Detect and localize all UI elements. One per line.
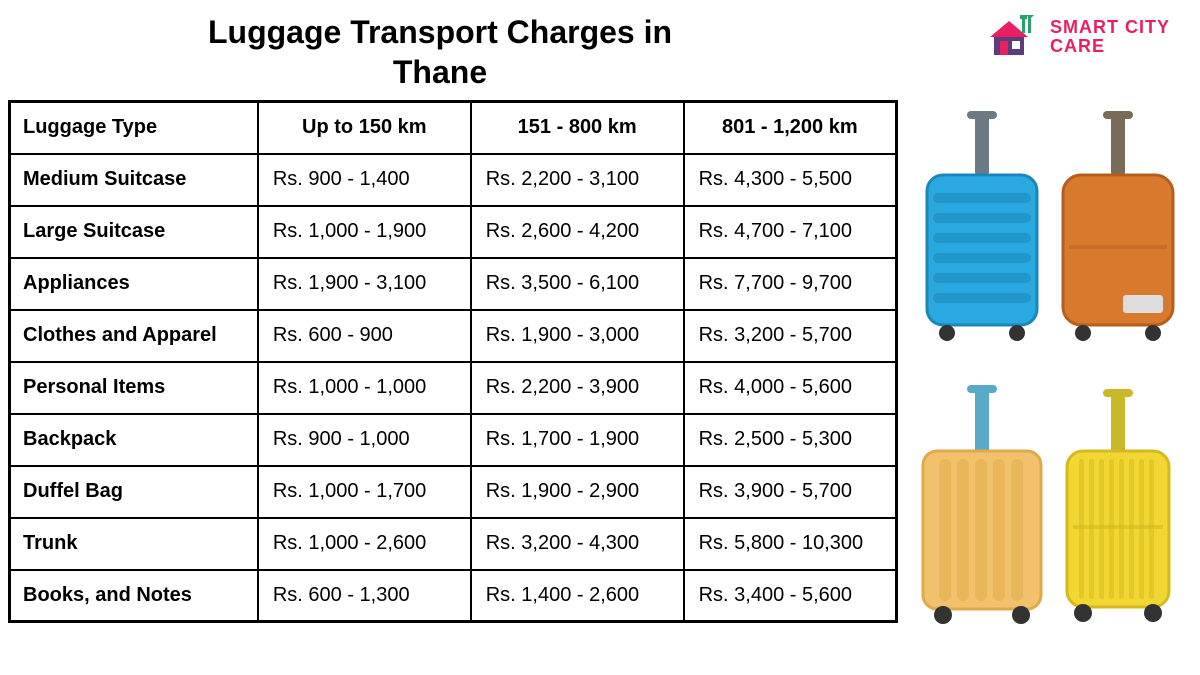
- suitcase-icon: [1053, 105, 1183, 345]
- charges-table-wrapper: Luggage Type Up to 150 km 151 - 800 km 8…: [8, 100, 898, 623]
- price-cell: Rs. 3,200 - 5,700: [684, 310, 897, 362]
- col-header-801-1200km: 801 - 1,200 km: [684, 102, 897, 154]
- row-label: Large Suitcase: [10, 206, 258, 258]
- price-cell: Rs. 3,400 - 5,600: [684, 570, 897, 622]
- col-header-151-800km: 151 - 800 km: [471, 102, 684, 154]
- table-row: Large SuitcaseRs. 1,000 - 1,900Rs. 2,600…: [10, 206, 897, 258]
- col-header-upto-150km: Up to 150 km: [258, 102, 471, 154]
- price-cell: Rs. 2,200 - 3,100: [471, 154, 684, 206]
- price-cell: Rs. 4,000 - 5,600: [684, 362, 897, 414]
- brand-text: SMART CITY CARE: [1050, 18, 1170, 56]
- row-label: Duffel Bag: [10, 466, 258, 518]
- price-cell: Rs. 1,900 - 3,100: [258, 258, 471, 310]
- price-cell: Rs. 1,000 - 2,600: [258, 518, 471, 570]
- price-cell: Rs. 4,700 - 7,100: [684, 206, 897, 258]
- table-row: Clothes and ApparelRs. 600 - 900Rs. 1,90…: [10, 310, 897, 362]
- price-cell: Rs. 2,500 - 5,300: [684, 414, 897, 466]
- suitcase-illustrations: [910, 105, 1190, 625]
- price-cell: Rs. 3,900 - 5,700: [684, 466, 897, 518]
- price-cell: Rs. 4,300 - 5,500: [684, 154, 897, 206]
- row-label: Trunk: [10, 518, 258, 570]
- row-label: Backpack: [10, 414, 258, 466]
- price-cell: Rs. 3,500 - 6,100: [471, 258, 684, 310]
- table-row: Medium SuitcaseRs. 900 - 1,400Rs. 2,200 …: [10, 154, 897, 206]
- charges-table: Luggage Type Up to 150 km 151 - 800 km 8…: [8, 100, 898, 623]
- row-label: Appliances: [10, 258, 258, 310]
- table-row: Duffel BagRs. 1,000 - 1,700Rs. 1,900 - 2…: [10, 466, 897, 518]
- page-title: Luggage Transport Charges in Thane: [170, 12, 710, 92]
- row-label: Books, and Notes: [10, 570, 258, 622]
- table-header-row: Luggage Type Up to 150 km 151 - 800 km 8…: [10, 102, 897, 154]
- price-cell: Rs. 900 - 1,400: [258, 154, 471, 206]
- suitcase-icon: [1053, 385, 1183, 625]
- price-cell: Rs. 1,000 - 1,900: [258, 206, 471, 258]
- brand-line1: SMART CITY: [1050, 18, 1170, 37]
- price-cell: Rs. 900 - 1,000: [258, 414, 471, 466]
- price-cell: Rs. 7,700 - 9,700: [684, 258, 897, 310]
- price-cell: Rs. 1,900 - 3,000: [471, 310, 684, 362]
- price-cell: Rs. 1,700 - 1,900: [471, 414, 684, 466]
- row-label: Medium Suitcase: [10, 154, 258, 206]
- price-cell: Rs. 2,600 - 4,200: [471, 206, 684, 258]
- price-cell: Rs. 2,200 - 3,900: [471, 362, 684, 414]
- brand-logo: SMART CITY CARE: [986, 15, 1170, 59]
- row-label: Personal Items: [10, 362, 258, 414]
- price-cell: Rs. 600 - 1,300: [258, 570, 471, 622]
- price-cell: Rs. 3,200 - 4,300: [471, 518, 684, 570]
- price-cell: Rs. 1,400 - 2,600: [471, 570, 684, 622]
- table-row: Personal ItemsRs. 1,000 - 1,000Rs. 2,200…: [10, 362, 897, 414]
- row-label: Clothes and Apparel: [10, 310, 258, 362]
- table-row: AppliancesRs. 1,900 - 3,100Rs. 3,500 - 6…: [10, 258, 897, 310]
- house-tools-icon: [986, 15, 1042, 59]
- price-cell: Rs. 1,900 - 2,900: [471, 466, 684, 518]
- price-cell: Rs. 600 - 900: [258, 310, 471, 362]
- price-cell: Rs. 5,800 - 10,300: [684, 518, 897, 570]
- suitcase-icon: [917, 105, 1047, 345]
- table-row: BackpackRs. 900 - 1,000Rs. 1,700 - 1,900…: [10, 414, 897, 466]
- suitcase-icon: [917, 385, 1047, 625]
- price-cell: Rs. 1,000 - 1,000: [258, 362, 471, 414]
- table-row: TrunkRs. 1,000 - 2,600Rs. 3,200 - 4,300R…: [10, 518, 897, 570]
- col-header-luggage-type: Luggage Type: [10, 102, 258, 154]
- brand-line2: CARE: [1050, 37, 1170, 56]
- table-row: Books, and NotesRs. 600 - 1,300Rs. 1,400…: [10, 570, 897, 622]
- price-cell: Rs. 1,000 - 1,700: [258, 466, 471, 518]
